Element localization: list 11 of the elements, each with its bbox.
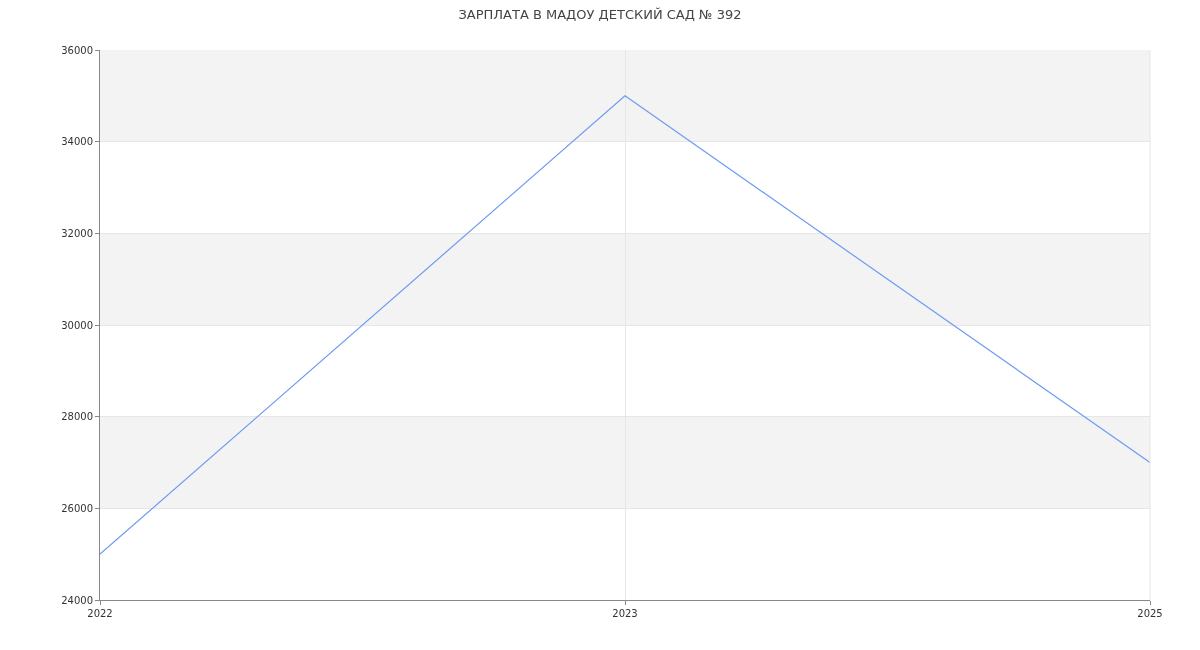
y-tick-label: 30000 xyxy=(61,319,93,331)
x-tick-label: 2022 xyxy=(87,608,113,619)
x-tick-label: 2025 xyxy=(1137,608,1163,619)
y-tick-label: 34000 xyxy=(61,136,93,148)
y-tick-label: 32000 xyxy=(61,227,93,239)
y-tick-label: 28000 xyxy=(61,411,93,423)
y-tick-label: 36000 xyxy=(61,44,93,56)
x-tick-label: 2023 xyxy=(612,608,638,619)
chart-title: ЗАРПЛАТА В МАДОУ ДЕТСКИЙ САД № 392 xyxy=(458,6,742,22)
y-tick-label: 24000 xyxy=(61,594,93,606)
y-tick-label: 26000 xyxy=(61,502,93,514)
